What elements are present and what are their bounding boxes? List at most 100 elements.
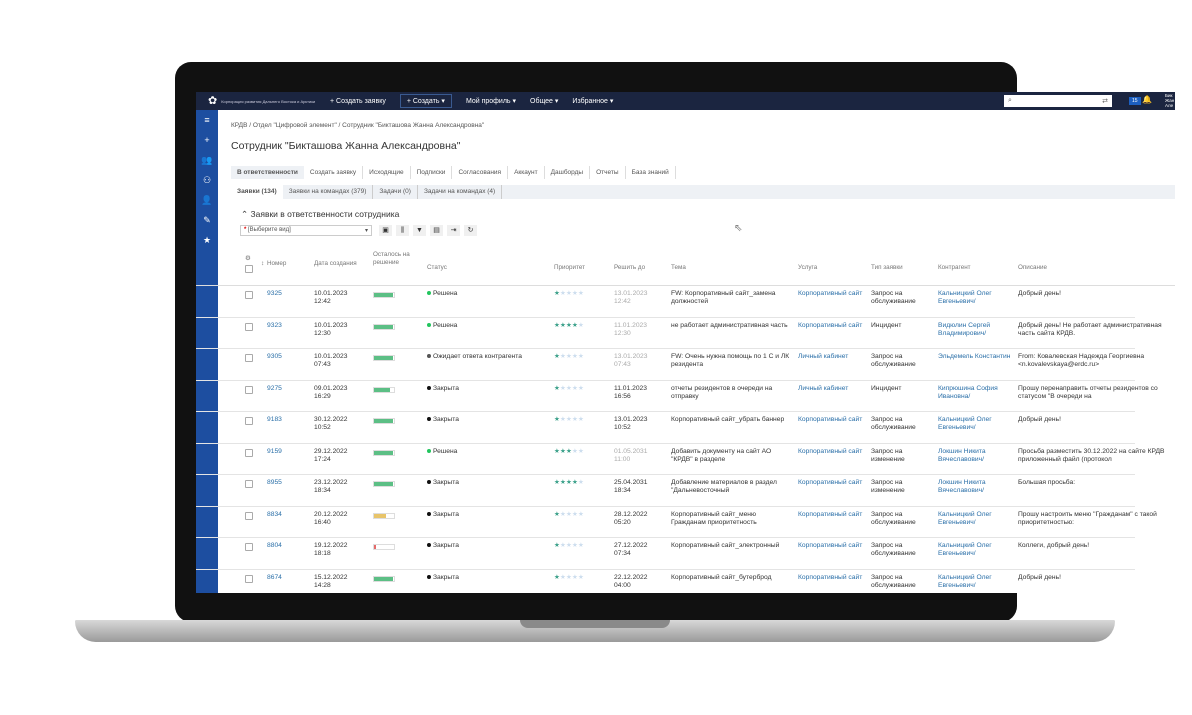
profile-menu[interactable]: Мой профиль ▾ — [465, 98, 517, 105]
request-number[interactable]: 8674 — [267, 573, 282, 581]
export-icon[interactable]: ⇥ — [447, 225, 460, 236]
table-row[interactable]: 9275 09.01.2023 16:29 Закрыта ★★★★★ 11.01.20… — [196, 381, 1158, 412]
row-checkbox[interactable] — [245, 543, 253, 551]
contractor-link[interactable]: Видюлин Сергей Владимирович/ — [938, 321, 991, 337]
row-checkbox[interactable] — [245, 574, 253, 583]
request-number[interactable]: 9325 — [267, 290, 282, 297]
table-row[interactable]: 9323 10.01.2023 12:30 Решена ★★★★★ 11.01.202… — [196, 318, 1162, 349]
logo[interactable]: ✿ Корпорация развития Дальнего Востока и … — [196, 95, 316, 106]
sort-icon[interactable]: ↕ — [261, 260, 265, 267]
toolbar: ▣ ⫼ ▼ ▤ ⇥ ↻ — [379, 225, 477, 236]
service-link[interactable]: Личный кабинет — [798, 384, 849, 392]
tab-0[interactable]: В ответственности — [231, 166, 304, 179]
service-link[interactable]: Корпоративный сайт — [798, 321, 863, 329]
request-number[interactable]: 8955 — [267, 479, 282, 486]
table-row[interactable]: 8804 19.12.2022 18:18 Закрыта ★★★★★ 27.12.20… — [196, 538, 1135, 570]
plus-icon[interactable]: + — [204, 135, 210, 145]
contractor-link[interactable]: Кальницкий Олег Евгеньевич/ — [938, 573, 992, 589]
request-number[interactable]: 8804 — [267, 542, 282, 549]
search-input[interactable]: ⌕ ⇄ — [1004, 95, 1112, 107]
table-row[interactable]: 8674 15.12.2022 14:28 Закрыта ★★★★★ 22.12.20… — [196, 570, 1135, 594]
table-row[interactable]: 9183 30.12.2022 10:52 Закрыта ★★★★★ 13.01.20… — [196, 412, 1135, 444]
request-number[interactable]: 9323 — [267, 321, 282, 329]
refresh-icon[interactable]: ↻ — [464, 225, 477, 236]
settings-icon[interactable]: ▤ — [430, 225, 443, 236]
tab-7[interactable]: Отчеты — [590, 166, 626, 179]
row-checkbox[interactable] — [245, 385, 253, 394]
table-row[interactable]: 9305 10.01.2023 07:43 Ожидает ответа контр… — [196, 349, 1144, 381]
table-row[interactable]: 9159 29.12.2022 17:24 Решена ★★★★★ 01.05.203… — [196, 444, 1164, 475]
save-icon[interactable]: ▣ — [379, 225, 392, 236]
user-add-icon[interactable]: 👤 — [201, 195, 213, 205]
table-row[interactable]: 9325 10.01.2023 12:42 Решена ★★★★★ 13.01.202… — [196, 286, 1135, 318]
subtab-0[interactable]: Заявки (134) — [231, 185, 283, 199]
edit-icon[interactable]: ✎ — [203, 215, 211, 225]
row-checkbox[interactable] — [245, 354, 253, 362]
remaining-time-bar — [373, 323, 395, 330]
service-link[interactable]: Корпоративный сайт — [798, 479, 863, 486]
contractor-link[interactable]: Эльдемель Константин — [938, 353, 1011, 360]
row-checkbox[interactable] — [245, 291, 253, 299]
contractor-link[interactable]: Кальницкий Олег Евгеньевич/ — [938, 290, 992, 305]
subtab-1[interactable]: Заявки на командах (379) — [283, 185, 374, 199]
contractor-link[interactable]: Кипрюшина София Ивановна/ — [938, 384, 998, 400]
status-label: Решена — [433, 290, 458, 297]
star-empty-icon: ★ — [560, 542, 566, 549]
row-checkbox[interactable] — [245, 480, 253, 488]
bell-icon[interactable]: 🔔 — [1142, 95, 1152, 104]
row-checkbox[interactable] — [245, 322, 253, 331]
tab-3[interactable]: Подписки — [411, 166, 453, 179]
request-number[interactable]: 9159 — [267, 447, 282, 455]
request-number[interactable]: 8834 — [267, 510, 282, 518]
tab-2[interactable]: Исходящие — [363, 166, 411, 179]
filter-settings-icon[interactable]: ⇄ — [1102, 98, 1108, 105]
table-row[interactable]: 8955 23.12.2022 18:34 Закрыта ★★★★★ 25.04.20… — [196, 475, 1135, 507]
row-checkbox[interactable] — [245, 511, 253, 520]
subtab-2[interactable]: Задачи (0) — [373, 185, 418, 199]
view-select[interactable]: * [Выберите вид] ▾ — [240, 225, 372, 236]
tab-6[interactable]: Дашборды — [545, 166, 591, 179]
select-all-checkbox[interactable] — [245, 265, 253, 273]
menu-icon[interactable]: ≡ — [204, 115, 210, 125]
request-number[interactable]: 9275 — [267, 384, 282, 392]
service-link[interactable]: Корпоративный сайт — [798, 510, 863, 518]
table-row[interactable]: 8834 20.12.2022 16:40 Закрыта ★★★★★ 28.12.20… — [196, 507, 1157, 538]
contractor-link[interactable]: Кальницкий Олег Евгеньевич/ — [938, 510, 992, 526]
filter-icon[interactable]: ▼ — [413, 225, 426, 236]
general-menu[interactable]: Общее ▾ — [530, 98, 559, 105]
notification-count[interactable]: 15 — [1129, 97, 1141, 105]
request-number[interactable]: 9305 — [267, 353, 282, 360]
column-header-1[interactable]: Дата создания — [314, 260, 357, 267]
tab-8[interactable]: База знаний — [626, 166, 676, 179]
star-filled-icon: ★ — [566, 479, 572, 486]
create-request-button[interactable]: + Создать заявку — [330, 97, 386, 105]
subtab-3[interactable]: Задачи на командах (4) — [418, 185, 503, 199]
service-link[interactable]: Корпоративный сайт — [798, 573, 863, 581]
service-link[interactable]: Корпоративный сайт — [798, 416, 863, 423]
create-dropdown[interactable]: + Создать ▾ — [399, 94, 452, 108]
tab-5[interactable]: Аккаунт — [508, 166, 545, 179]
user-name[interactable]: Бик Жан Але — [1165, 93, 1175, 108]
request-number[interactable]: 9183 — [267, 416, 282, 423]
users-icon[interactable]: 👥 — [201, 155, 213, 165]
gear-icon[interactable]: ⚙ — [245, 255, 251, 262]
tab-4[interactable]: Согласования — [452, 166, 509, 179]
service-link[interactable]: Корпоративный сайт — [798, 290, 863, 297]
service-link[interactable]: Корпоративный сайт — [798, 447, 863, 455]
row-checkbox[interactable] — [245, 417, 253, 425]
service-link[interactable]: Корпоративный сайт — [798, 542, 863, 549]
row-checkbox[interactable] — [245, 448, 253, 457]
column-header-0[interactable]: Номер — [267, 260, 287, 267]
columns-icon[interactable]: ⫼ — [396, 225, 409, 236]
section-header[interactable]: ⌃ Заявки в ответственности сотрудника — [241, 209, 399, 220]
contractor-link[interactable]: Локшин Никита Вячеславович/ — [938, 479, 986, 494]
org-icon[interactable]: ⚇ — [202, 175, 212, 185]
tab-1[interactable]: Создать заявку — [304, 166, 364, 179]
contractor-link[interactable]: Локшин Никита Вячеславович/ — [938, 447, 986, 463]
contractor-link[interactable]: Кальницкий Олег Евгеньевич/ — [938, 542, 992, 557]
star-icon[interactable]: ★ — [202, 235, 212, 245]
breadcrumb[interactable]: КРДВ / Отдел "Цифровой элемент" / Сотруд… — [231, 122, 485, 129]
contractor-link[interactable]: Кальницкий Олег Евгеньевич/ — [938, 416, 992, 431]
favorites-menu[interactable]: Избранное ▾ — [572, 98, 614, 105]
service-link[interactable]: Личный кабинет — [798, 353, 849, 360]
